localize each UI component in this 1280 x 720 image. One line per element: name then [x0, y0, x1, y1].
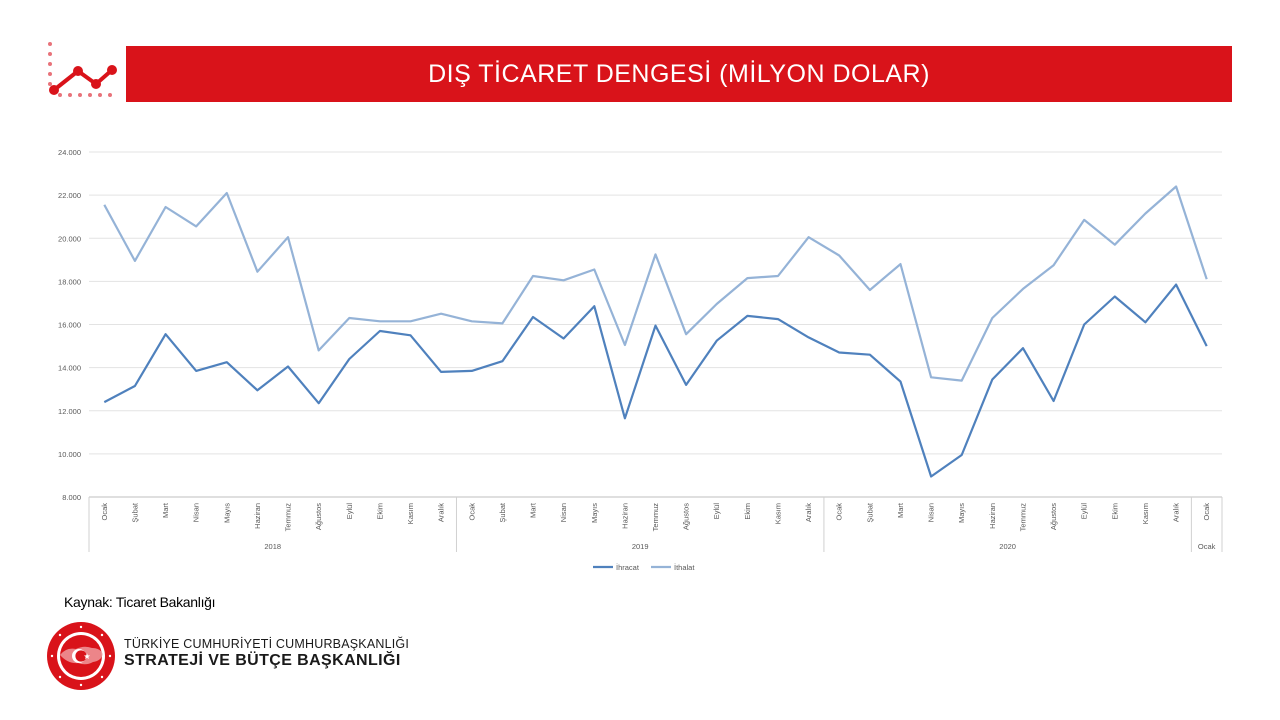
- x-tick-label: Aralık: [1172, 503, 1181, 522]
- x-tick-label: Nisan: [559, 503, 568, 522]
- x-tick-label: Şubat: [130, 502, 139, 523]
- x-tick-label: Kasım: [773, 503, 782, 524]
- series-line-ithalat: [103, 185, 1208, 382]
- x-tick-label: Ocak: [1202, 503, 1211, 521]
- source-note: Kaynak: Ticaret Bakanlığı: [64, 594, 216, 610]
- page-title: DIŞ TİCARET DENGESİ (MİLYON DOLAR): [428, 59, 930, 88]
- y-tick-label: 24.000: [58, 148, 81, 157]
- y-tick-label: 8.000: [62, 493, 81, 502]
- x-tick-label: Haziran: [988, 503, 997, 529]
- y-tick-label: 12.000: [58, 407, 81, 416]
- x-tick-label: Mart: [896, 502, 905, 518]
- series-line-ihracat: [103, 283, 1208, 478]
- x-tick-label: Ocak: [835, 503, 844, 521]
- x-tick-label: Nisan: [927, 503, 936, 522]
- x-tick-label: Mart: [529, 502, 538, 518]
- x-tick-label: Temmuz: [651, 503, 660, 532]
- chart-legend: İhracat İthalat: [593, 563, 695, 572]
- org-name-line2: STRATEJİ VE BÜTÇE BAŞKANLIĞI: [124, 652, 401, 669]
- y-axis-ticks: 8.000 10.000 12.000 14.000 16.000 18.000 20.00…: [58, 148, 81, 502]
- line-chart: 8.000 10.000 12.000 14.000 16.000 18.000 20.00…: [58, 148, 1223, 572]
- x-tick-label: Temmuz: [284, 503, 293, 532]
- x-tick-label: Aralık: [804, 503, 813, 522]
- x-tick-label: Nisan: [192, 503, 201, 522]
- x-tick-label: Ağustos: [314, 503, 323, 530]
- title-bar: DIŞ TİCARET DENGESİ (MİLYON DOLAR): [126, 46, 1232, 102]
- x-tick-label: Eylül: [712, 503, 721, 520]
- y-tick-label: 22.000: [58, 191, 81, 200]
- x-tick-label: Haziran: [253, 503, 262, 529]
- y-tick-label: 14.000: [58, 364, 81, 373]
- x-tick-label: Şubat: [865, 502, 874, 523]
- y-tick-label: 16.000: [58, 321, 81, 330]
- x-tick-label: Temmuz: [1018, 503, 1027, 532]
- x-tick-label: Ocak: [467, 503, 476, 521]
- x-tick-label: Eylül: [1080, 503, 1089, 520]
- legend-label: İthalat: [674, 563, 695, 572]
- org-name-line1: TÜRKİYE CUMHURİYETİ CUMHURBAŞKANLIĞI: [124, 637, 410, 651]
- x-tick-label: Ekim: [1110, 503, 1119, 520]
- y-tick-label: 20.000: [58, 234, 81, 243]
- x-tick-label: Haziran: [620, 503, 629, 529]
- y-tick-label: 10.000: [58, 450, 81, 459]
- year-group-label: Ocak: [1198, 542, 1216, 551]
- y-tick-label: 18.000: [58, 277, 81, 286]
- x-tick-label: Mayıs: [590, 503, 599, 523]
- x-tick-label: Ekim: [375, 503, 384, 520]
- x-tick-label: Ocak: [100, 503, 109, 521]
- legend-label: İhracat: [616, 563, 640, 572]
- year-group-label: 2018: [264, 542, 281, 551]
- x-tick-label: Kasım: [406, 503, 415, 524]
- organization-emblem: [47, 622, 115, 690]
- x-tick-label: Eylül: [345, 503, 354, 520]
- x-tick-label: Mayıs: [222, 503, 231, 523]
- x-tick-label: Mayıs: [957, 503, 966, 523]
- x-tick-label: Ağustos: [682, 503, 691, 530]
- x-tick-label: Şubat: [498, 502, 507, 523]
- x-tick-label: Ağustos: [1049, 503, 1058, 530]
- x-tick-label: Ekim: [743, 503, 752, 520]
- chart-series: [103, 185, 1208, 478]
- x-axis: Ocak Şubat Mart Nisan Mayıs Haziran Temmuz Ağus…: [88, 497, 1223, 552]
- year-group-label: 2019: [632, 542, 649, 551]
- year-group-label: 2020: [999, 542, 1016, 551]
- x-tick-label: Kasım: [1141, 503, 1150, 524]
- x-tick-label: Aralık: [437, 503, 446, 522]
- x-tick-label: Mart: [161, 502, 170, 518]
- line-chart-icon: [48, 42, 117, 97]
